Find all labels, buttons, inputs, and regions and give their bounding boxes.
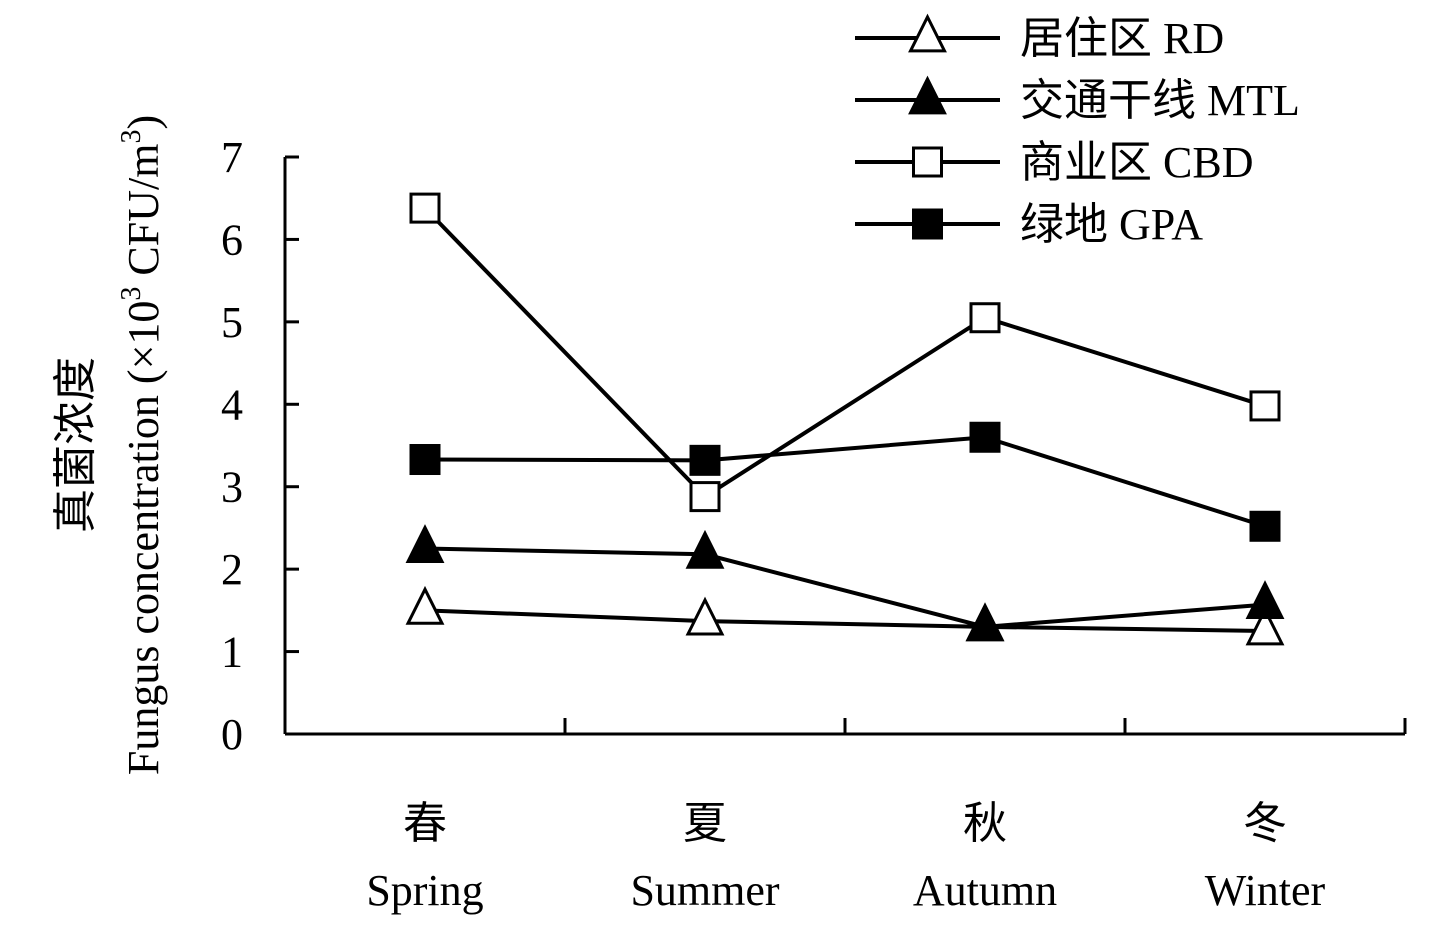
- data-point: [965, 602, 1005, 642]
- legend-item: 商业区 CBD: [855, 138, 1253, 187]
- x-category-label-en: Autumn: [913, 866, 1057, 915]
- series-line: [424, 546, 1266, 629]
- data-point: [1245, 606, 1285, 646]
- y-axis-label: 真菌浓度 Fungus concentration (×103 CFU/m3): [51, 115, 168, 775]
- legend-marker: [912, 146, 943, 178]
- y-tick-label: 0: [221, 710, 243, 759]
- y-tick-label: 1: [221, 628, 243, 677]
- series-line: [423, 206, 1266, 500]
- y-axis-label-tail: CFU/m: [119, 144, 168, 287]
- legend-marker: [912, 208, 943, 240]
- y-tick-label: 6: [221, 215, 243, 264]
- y-axis-label-sup2: 3: [116, 130, 147, 144]
- data-point: [405, 524, 445, 563]
- data-point: [685, 529, 725, 569]
- y-ticks: 0 1 2 3 4 5 6 7: [221, 133, 299, 759]
- data-point: [1249, 390, 1281, 422]
- series-line: [424, 435, 1266, 529]
- series-1: [405, 524, 1285, 642]
- legend-label: 商业区 CBD: [1020, 138, 1253, 187]
- data-point: [685, 596, 725, 636]
- data-point: [689, 481, 721, 513]
- legend-marker: [908, 75, 947, 115]
- data-point: [689, 444, 721, 476]
- series-0: [405, 585, 1285, 646]
- y-tick-label: 5: [221, 298, 243, 347]
- y-axis-label-main: Fungus concentration (×10: [119, 301, 168, 776]
- legend-item: 绿地 GPA: [855, 200, 1203, 249]
- y-tick-label: 4: [221, 380, 243, 429]
- y-axis-label-zh: 真菌浓度: [51, 357, 100, 533]
- data-point: [409, 192, 441, 224]
- x-category-labels: 春 Spring 夏 Summer 秋 Autumn 冬 Winter: [366, 799, 1325, 915]
- x-category-label-en: Spring: [366, 866, 483, 915]
- y-tick-label: 3: [221, 463, 243, 512]
- series-3: [409, 421, 1281, 542]
- legend-label: 居住区 RD: [1020, 14, 1224, 63]
- x-category-label-zh: 秋: [963, 799, 1007, 848]
- legend: 居住区 RD 交通干线 MTL 商业区 CBD 绿地 GPA: [855, 13, 1300, 249]
- data-point: [969, 302, 1001, 334]
- legend-marker: [908, 13, 947, 53]
- axes: [283, 157, 1405, 736]
- series-2: [409, 192, 1281, 513]
- data-point: [969, 421, 1001, 453]
- x-category-label-zh: 春: [403, 799, 447, 848]
- y-tick-label: 2: [221, 545, 243, 594]
- y-axis-label-close: ): [119, 115, 168, 130]
- data-point: [1249, 510, 1281, 542]
- x-category-label-zh: 冬: [1243, 799, 1287, 848]
- x-category-label-en: Summer: [630, 866, 779, 915]
- legend-item: 交通干线 MTL: [855, 75, 1300, 125]
- data-point: [1245, 580, 1285, 620]
- y-axis-label-en: Fungus concentration (×103 CFU/m3): [116, 115, 168, 775]
- legend-item: 居住区 RD: [855, 13, 1224, 63]
- x-ticks: [563, 718, 1407, 734]
- y-tick-label: 7: [221, 133, 243, 182]
- y-axis-label-sup: 3: [116, 287, 147, 301]
- legend-label: 交通干线 MTL: [1020, 76, 1300, 125]
- series-line: [424, 608, 1266, 633]
- series-group: [405, 192, 1285, 646]
- data-point: [409, 444, 441, 476]
- data-point: [405, 585, 445, 625]
- x-category-label-en: Winter: [1205, 866, 1326, 915]
- x-category-label-zh: 夏: [683, 799, 727, 848]
- legend-label: 绿地 GPA: [1020, 200, 1203, 249]
